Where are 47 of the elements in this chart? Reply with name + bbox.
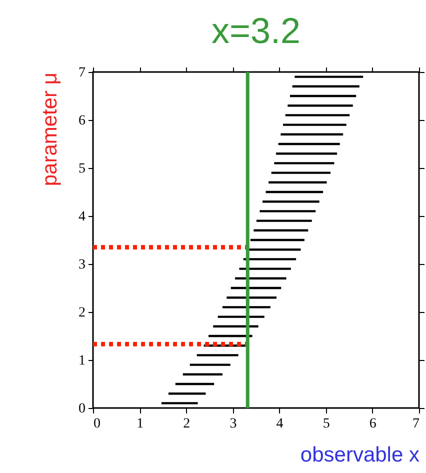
x-tick-label: 1 [136, 416, 144, 432]
x-tick-label: 6 [369, 416, 376, 432]
x-tick-label: 0 [94, 416, 100, 432]
chart-title: x=3.2 [211, 10, 301, 51]
bar [280, 133, 344, 136]
y-tick-label: 7 [78, 66, 86, 80]
bar [161, 402, 198, 404]
bar [271, 172, 331, 174]
bar [274, 162, 334, 164]
x-tick-label: 5 [322, 416, 330, 432]
bar [218, 316, 264, 318]
bar [292, 85, 360, 88]
bar [190, 364, 230, 366]
y-axis-title: parameter μ [38, 72, 62, 186]
y-tick-label: 3 [78, 258, 86, 272]
bar [196, 354, 238, 356]
bar [276, 152, 338, 155]
y-tick-label: 6 [78, 114, 86, 128]
y-tick-label: 4 [78, 210, 86, 224]
bar [262, 200, 320, 203]
x-tick-label: 2 [183, 416, 190, 432]
bar [182, 373, 222, 376]
bar [222, 306, 270, 308]
bar [290, 94, 356, 98]
bar [256, 220, 312, 222]
bar [266, 190, 324, 194]
x-tick-label: 4 [276, 416, 284, 432]
y-tick-label: 1 [78, 354, 86, 368]
y-tick-label: 5 [78, 162, 86, 176]
bar [294, 76, 364, 78]
bar [239, 268, 291, 270]
y-tick-label: 0 [78, 402, 86, 416]
bar [254, 229, 308, 232]
x-tick-label: 3 [230, 416, 237, 432]
x-axis-title: observable x [300, 444, 420, 466]
x-tick-label: 7 [412, 416, 420, 432]
bar [288, 104, 353, 107]
bar [283, 124, 346, 126]
bar [268, 181, 327, 184]
y-tick-label: 2 [78, 306, 86, 320]
bar [168, 392, 206, 395]
bar [243, 258, 296, 260]
bar [260, 210, 316, 212]
bar [278, 142, 340, 146]
bar [285, 114, 350, 116]
bar [175, 382, 214, 386]
bar [250, 238, 304, 242]
